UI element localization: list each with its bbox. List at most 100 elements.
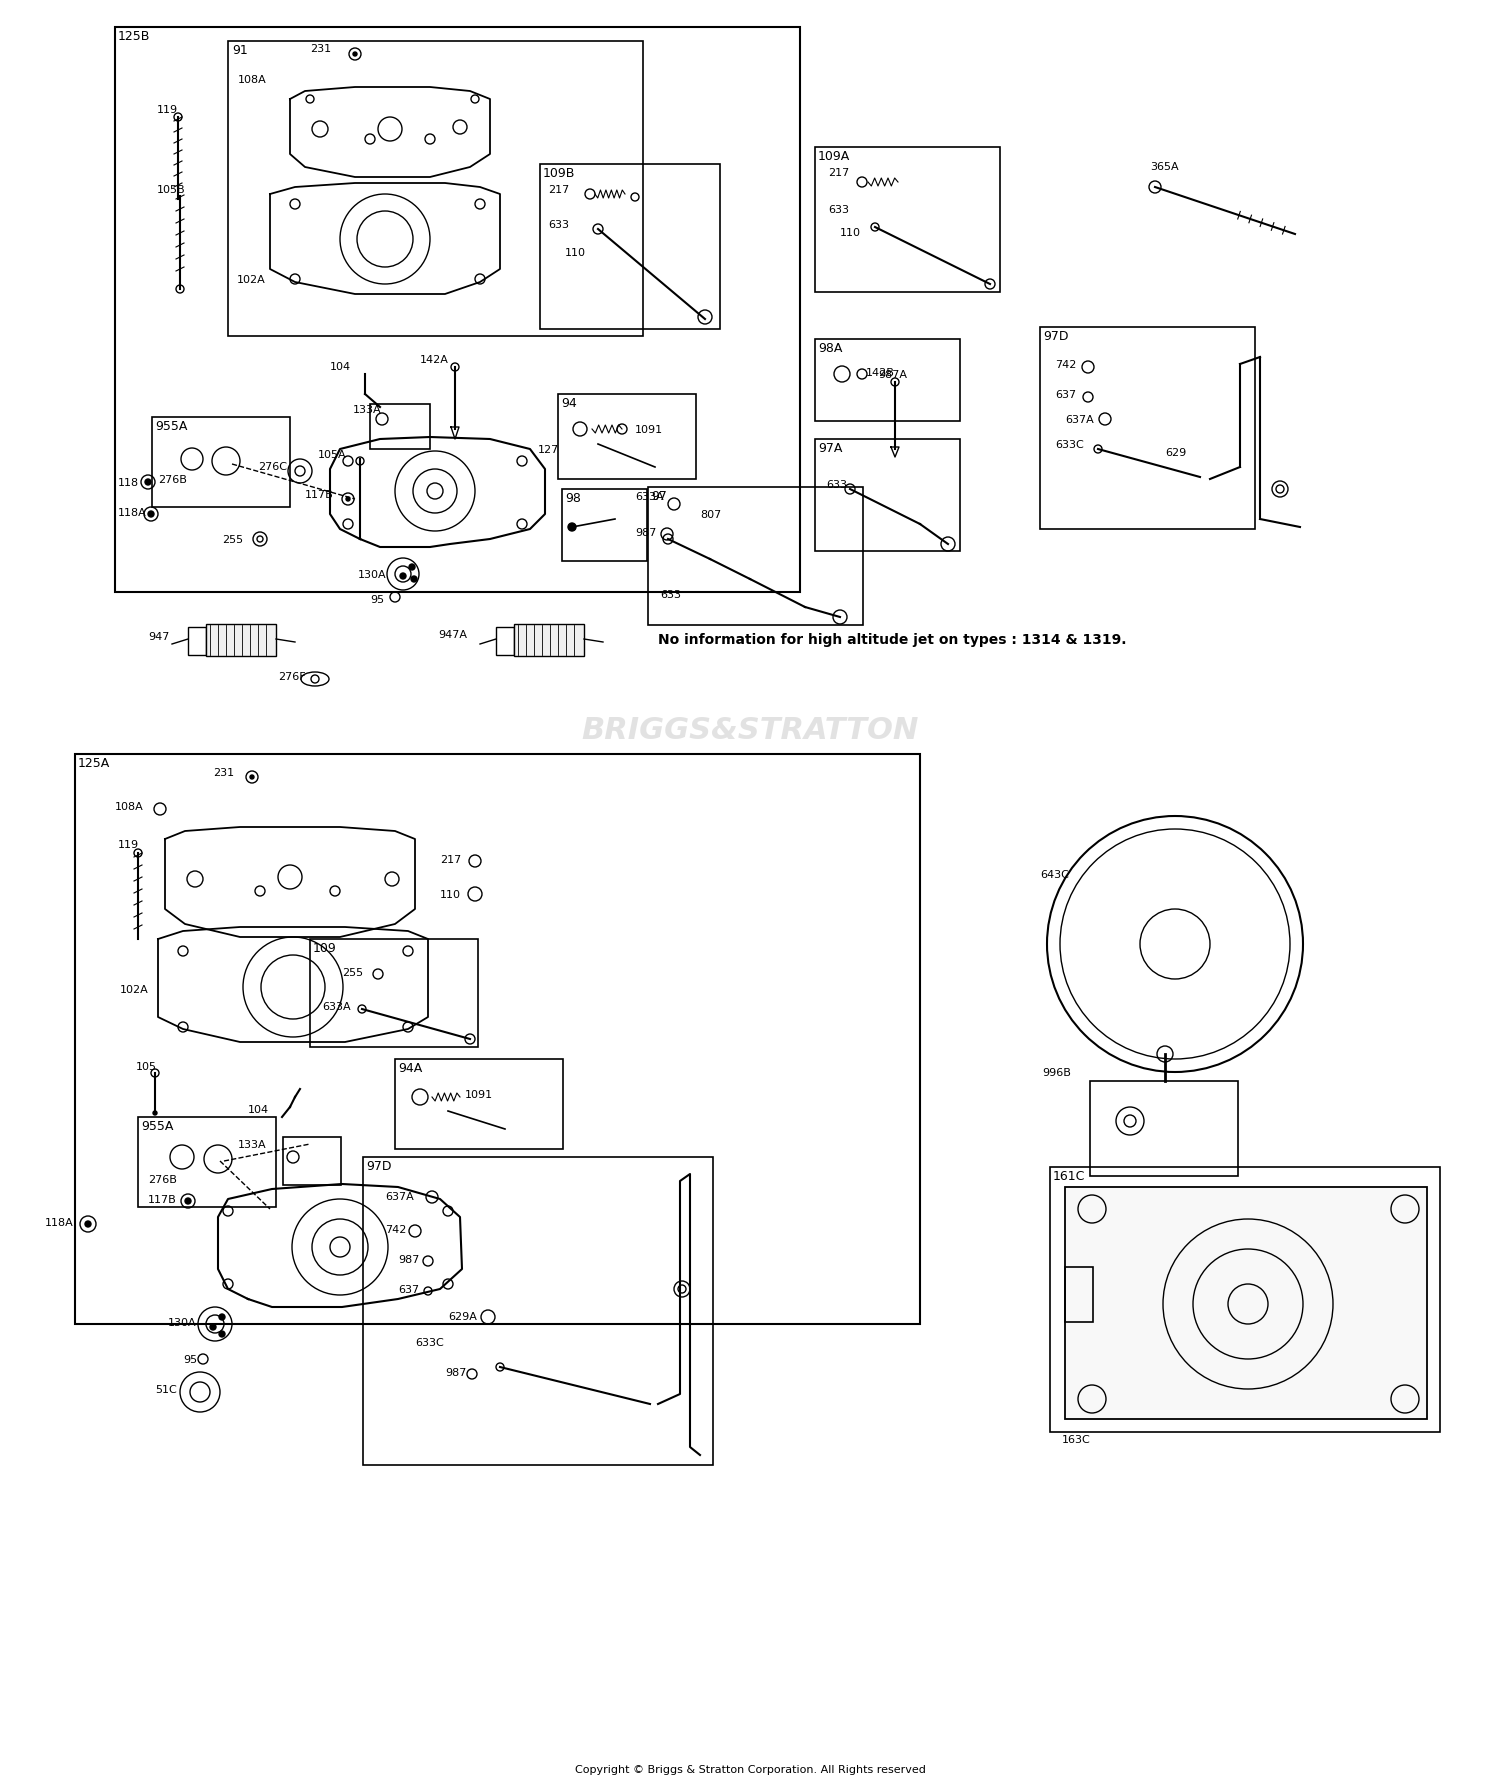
Bar [310,939,478,1047]
Text: 276C: 276C [258,462,286,472]
Bar [1065,1188,1426,1419]
Text: 94: 94 [561,397,576,410]
Text: 110: 110 [440,889,460,900]
Circle shape [184,1199,190,1204]
Bar [496,628,514,655]
Text: 633: 633 [660,590,681,599]
Bar [394,1059,562,1149]
Text: 742: 742 [386,1224,406,1234]
Bar [138,1118,276,1208]
Text: 276B: 276B [148,1174,177,1184]
Circle shape [146,479,152,487]
Bar [1050,1168,1440,1433]
Text: 109A: 109A [818,150,850,163]
Bar [284,1138,340,1186]
Circle shape [400,574,406,580]
Bar [75,755,919,1324]
Text: 108A: 108A [116,801,144,812]
Circle shape [86,1222,92,1227]
Text: 95: 95 [370,594,384,605]
Text: BRIGGS&STRATTON: BRIGGS&STRATTON [582,716,918,744]
Text: 108A: 108A [238,75,267,84]
Text: 97D: 97D [1042,329,1068,343]
Circle shape [346,497,350,501]
Bar [558,395,696,479]
Text: 633A: 633A [322,1002,351,1011]
Circle shape [352,54,357,57]
Bar [152,419,290,508]
Bar [1090,1081,1238,1177]
Text: 98: 98 [566,492,580,504]
Circle shape [410,565,416,571]
Text: 637A: 637A [386,1191,414,1202]
Text: 987: 987 [446,1367,466,1378]
Text: 255: 255 [342,968,363,977]
Bar [514,624,584,657]
Text: 276B: 276B [158,474,188,485]
Text: 125B: 125B [118,30,150,43]
Text: 97D: 97D [366,1159,392,1172]
Text: 633: 633 [548,220,568,229]
Text: 142B: 142B [865,369,895,377]
Text: 130A: 130A [168,1317,196,1327]
Circle shape [251,776,254,780]
Text: 365A: 365A [1150,163,1179,172]
Text: 231: 231 [213,767,234,778]
Text: 276F: 276F [278,671,306,682]
Text: 95: 95 [183,1354,196,1365]
Text: 130A: 130A [358,569,387,580]
Text: 133A: 133A [352,404,381,415]
Text: 105: 105 [136,1061,158,1072]
Text: 133A: 133A [238,1140,267,1149]
Text: 742: 742 [1054,360,1077,370]
Text: 947: 947 [148,632,170,642]
Bar [562,490,646,562]
Text: 142A: 142A [420,354,448,365]
Text: 996B: 996B [1042,1068,1071,1077]
Text: 127: 127 [538,445,560,454]
Text: 117B: 117B [304,490,333,499]
Text: 217: 217 [548,184,570,195]
Text: 987: 987 [634,528,657,538]
Text: 105A: 105A [318,449,346,460]
Text: 97: 97 [651,490,668,503]
Text: 633C: 633C [416,1336,444,1347]
Text: 633: 633 [828,206,849,215]
Bar [228,41,644,336]
Text: 947A: 947A [438,630,466,640]
Text: 117B: 117B [148,1195,177,1204]
Text: 91: 91 [232,45,248,57]
Text: 51C: 51C [154,1385,177,1394]
Text: 629A: 629A [448,1311,477,1322]
Text: 98A: 98A [818,342,843,354]
Text: 633A: 633A [634,492,663,501]
Text: 102A: 102A [120,984,148,995]
Circle shape [219,1315,225,1320]
Circle shape [568,524,576,531]
Text: 1091: 1091 [465,1090,494,1100]
Text: 161C: 161C [1053,1170,1086,1183]
Circle shape [219,1331,225,1336]
Text: 94A: 94A [398,1061,423,1075]
Bar [206,624,276,657]
Bar [370,404,430,449]
Text: 104: 104 [330,361,351,372]
Bar [815,340,960,422]
Text: 637: 637 [398,1285,418,1293]
Text: 104: 104 [248,1104,268,1115]
Text: 637: 637 [1054,390,1076,399]
Circle shape [411,576,417,583]
Text: 125A: 125A [78,757,111,769]
Circle shape [210,1324,216,1331]
Text: 102A: 102A [237,276,266,284]
Text: 118A: 118A [118,508,147,517]
Bar [1065,1267,1094,1322]
Text: 217: 217 [440,855,462,864]
Bar [815,148,1001,293]
Text: 118: 118 [118,478,140,488]
Text: 643C: 643C [1040,869,1070,880]
Text: 255: 255 [222,535,243,544]
Text: Copyright © Briggs & Stratton Corporation. All Rights reserved: Copyright © Briggs & Stratton Corporatio… [574,1764,926,1775]
Bar [1040,327,1256,530]
Bar [188,628,206,655]
